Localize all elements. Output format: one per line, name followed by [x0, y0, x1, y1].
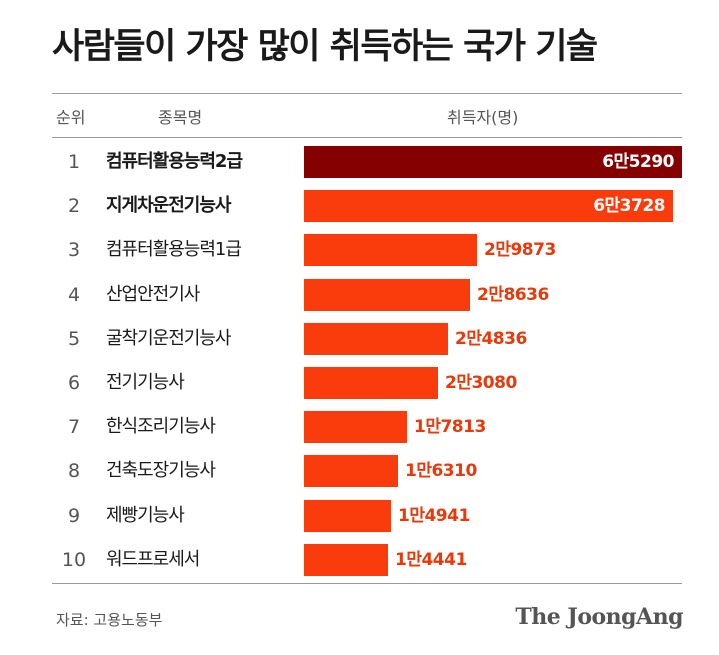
bar: [304, 455, 398, 488]
source-note: 자료: 고용노동부: [56, 611, 163, 629]
bar: [304, 234, 477, 267]
value-label: 2만9873: [484, 240, 556, 261]
rank-label: 4: [67, 283, 81, 306]
category-label: 산업안전기사: [106, 283, 200, 305]
header-rule: [52, 137, 682, 138]
value-label: 2만8636: [477, 284, 549, 305]
value-label: 1만6310: [405, 461, 477, 482]
value-label: 2만3080: [445, 373, 517, 393]
rank-label: 7: [67, 416, 81, 439]
category-label: 지게차운전기능사: [106, 195, 231, 217]
header-name: 종목명: [158, 108, 203, 127]
bar: [304, 190, 673, 223]
bar: [304, 411, 407, 444]
category-label: 컴퓨터활용능력1급: [106, 239, 242, 261]
value-label: 1만7813: [414, 417, 486, 438]
value-label: 2만4836: [455, 328, 527, 349]
rank-label: 2: [67, 195, 81, 218]
bar: [304, 278, 470, 311]
top-rule: [52, 93, 682, 94]
rank-label: 3: [67, 239, 81, 262]
rank-label: 1: [67, 151, 81, 173]
bar: [304, 367, 438, 399]
category-label: 건축도장기능사: [106, 460, 216, 482]
rank-label: 5: [67, 327, 81, 350]
rank-label: 8: [67, 460, 81, 483]
category-label: 제빵기능사: [106, 504, 185, 526]
bar: [304, 322, 448, 355]
value-label: 1만4441: [395, 549, 467, 570]
bar: [304, 499, 391, 532]
rank-label: 10: [61, 548, 87, 571]
category-label: 전기기능사: [106, 372, 185, 393]
bar: [304, 543, 388, 576]
header-rank: 순위: [56, 108, 86, 127]
bar: [304, 146, 682, 178]
category-label: 컴퓨터활용능력2급: [106, 151, 243, 172]
category-label: 워드프로세서: [106, 548, 200, 570]
value-label: 6만3728: [593, 196, 665, 217]
bottom-rule: [52, 583, 682, 584]
value-label: 6만5290: [602, 152, 674, 172]
rank-label: 6: [67, 372, 81, 394]
brand-logo: The JoongAng: [515, 604, 683, 630]
value-label: 1만4941: [398, 505, 470, 526]
category-label: 한식조리기능사: [106, 416, 216, 438]
header-count: 취득자(명): [447, 108, 519, 127]
chart-title: 사람들이 가장 많이 취득하는 국가 기술: [52, 27, 598, 67]
category-label: 굴착기운전기능사: [106, 327, 231, 349]
rank-label: 9: [67, 504, 81, 527]
